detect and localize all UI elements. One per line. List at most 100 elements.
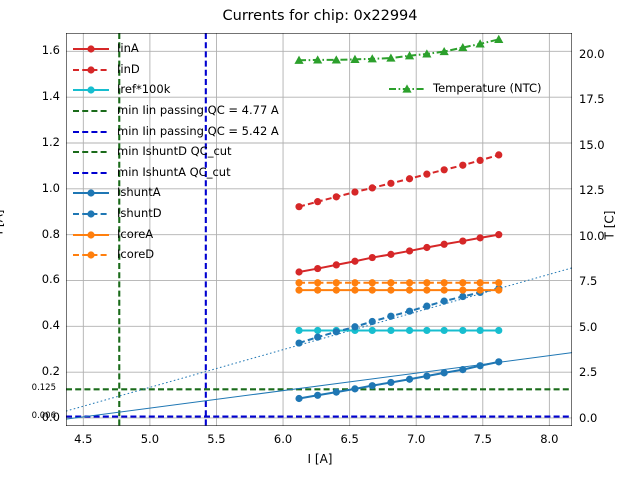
data-point [422,49,432,58]
data-point [495,279,503,287]
data-point [495,326,503,335]
legend-label: Iref*100k [117,82,171,97]
legend-swatch-icon [72,62,110,76]
y-tick-label-left: 1.0 [41,180,60,195]
data-point [459,286,467,294]
data-point [351,279,359,287]
y-tick-label-left: 0.8 [41,226,60,241]
data-point [440,369,448,377]
legend-entry[interactable]: IshuntA [72,182,302,203]
plot-area [66,33,572,426]
data-point [405,247,414,255]
data-point [405,307,414,315]
x-axis-label: I [A] [307,452,333,466]
data-point [476,362,484,370]
data-point [314,264,322,273]
legend-label: IshuntD [117,206,162,221]
data-point [314,326,322,335]
series-line-iind [298,153,500,208]
data-point [476,286,484,294]
data-point [475,39,485,48]
data-point [459,279,467,287]
legend-entry[interactable]: IinD [72,59,302,80]
data-point [495,151,503,159]
data-point [351,188,359,196]
legend-entry[interactable]: IshuntD [72,203,302,224]
legend-entry[interactable]: min IshuntD QC_cut [72,141,302,162]
legend-label: Temperature (NTC) [433,81,542,96]
y-tick-label-right: 20.0 [579,46,605,61]
series-line-ishuntd [298,287,499,345]
legend-swatch-icon [72,227,110,241]
data-point [387,312,395,320]
data-point [387,179,395,187]
series-line-temperature-ntc [299,38,499,62]
legend-swatch-icon [72,144,110,158]
data-point [459,161,467,169]
y-axis-label-right: T [C] [602,210,617,240]
y-tick-label-left: 1.4 [41,89,60,104]
data-point [387,250,395,258]
plot-canvas [66,33,572,426]
data-point [294,55,304,64]
legend-entry[interactable]: Temperature (NTC) [388,78,541,99]
legend-entry[interactable]: Iref*100k [72,79,302,100]
data-point [332,328,340,336]
legend-entry[interactable]: IcoreD [72,244,302,265]
data-point [332,261,340,269]
data-point [314,391,322,399]
data-point [423,372,431,380]
data-point [440,279,448,287]
y-tick-label-extra: 0.006 [31,410,56,421]
data-point [387,286,395,294]
x-tick-label: 5.5 [207,432,226,446]
reference-lines [66,33,572,426]
legend-label: IshuntA [117,185,161,200]
data-point [387,326,395,335]
data-point [332,286,340,294]
x-tick-label: 8.0 [540,432,559,446]
x-tick-label: 5.0 [140,432,160,446]
data-point [458,42,468,52]
data-point [423,286,431,294]
legend-temperature: Temperature (NTC) [388,78,541,99]
legend-entry[interactable]: min Iin passing QC = 5.42 A [72,120,302,141]
y-tick-label-right: 2.5 [579,365,598,380]
legend-swatch-icon [72,206,110,220]
data-point [405,175,414,183]
legend-entry[interactable]: min Iin passing QC = 4.77 A [72,100,302,121]
data-point [387,378,395,387]
data-point [351,257,359,265]
data-point [368,286,376,294]
y-tick-label-left: 0.2 [41,364,60,379]
legend-label: min IshuntA QC_cut [117,164,231,179]
data-point [367,54,377,63]
data-point [476,156,484,165]
legend-swatch-icon [72,41,110,55]
data-point [295,394,303,403]
legend-swatch-icon [72,82,110,96]
y-tick-label-right: 7.5 [579,274,598,289]
data-point [295,286,303,294]
legend-entry[interactable]: IcoreA [72,223,302,244]
x-tick-label: 6.5 [340,432,359,446]
data-point [459,326,467,335]
data-point [440,326,448,335]
legend-entry[interactable]: IinA [72,38,302,59]
x-tick-label: 7.5 [473,432,492,446]
series-line-iina [298,233,499,273]
y-tick-label-left: 1.6 [41,43,60,58]
legend-entry[interactable]: min IshuntA QC_cut [72,162,302,183]
legend-label: IcoreD [117,247,155,262]
legend-swatch-icon [72,103,110,117]
data-point [405,286,414,294]
data-point [404,51,415,60]
data-point [386,53,396,62]
data-point [368,184,376,192]
data-point [368,317,376,326]
x-tick-label: 4.5 [74,432,93,446]
data-point [459,237,467,245]
y-axis-label-left: I [A] [0,209,6,235]
data-point [476,326,484,335]
